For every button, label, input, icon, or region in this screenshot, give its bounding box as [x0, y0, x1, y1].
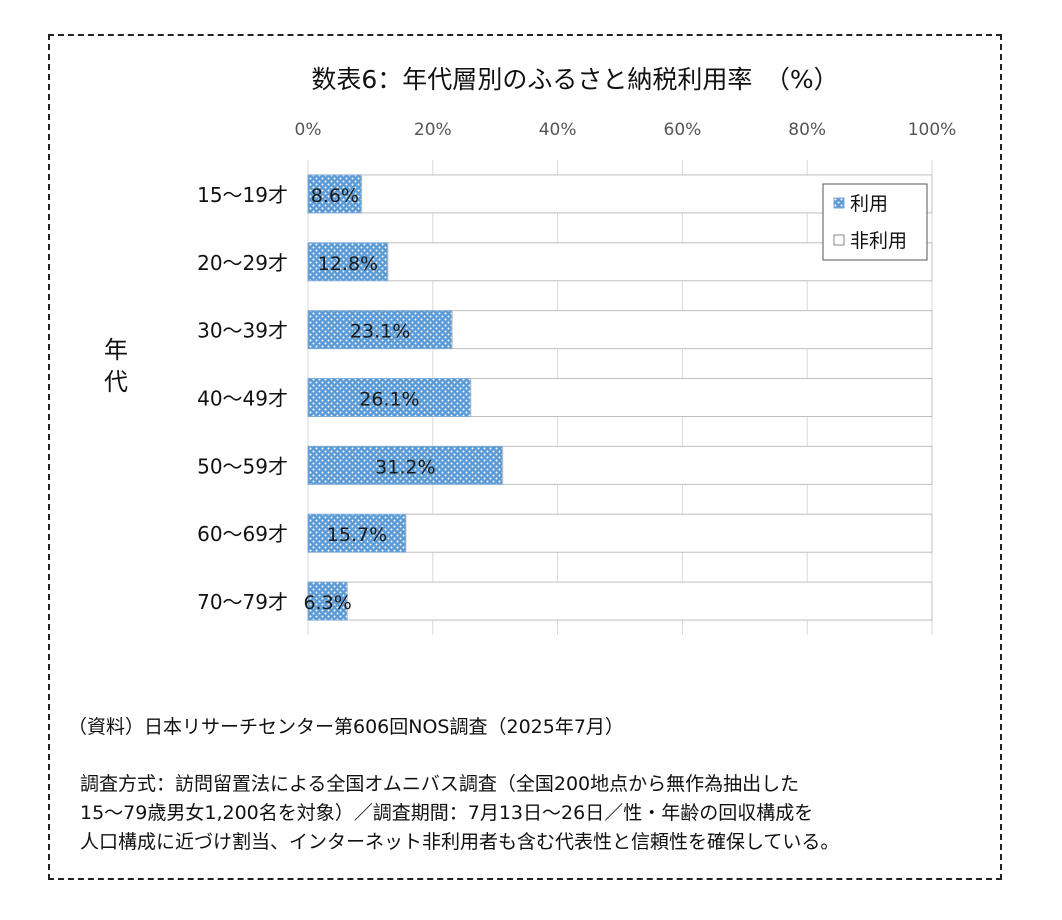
category-label: 30～39才: [197, 319, 288, 343]
category-label: 70～79才: [197, 590, 288, 614]
data-label: 12.8%: [318, 253, 378, 275]
legend-swatch-use: [833, 197, 845, 209]
chart: 数表6：年代層別のふるさと納税利用率 （%） 年代 0% 20% 40% 60% 80%…: [104, 65, 957, 635]
data-label: 6.3%: [304, 592, 352, 614]
category-label: 60～69才: [197, 522, 288, 546]
legend-box: [822, 183, 928, 261]
legend-swatch-nonuse: [833, 234, 845, 246]
y-axis-title: 年代: [104, 336, 128, 396]
bar-use: [307, 310, 453, 350]
legend-label-use: 利用: [850, 193, 888, 215]
bar-use: [307, 445, 504, 485]
category-label: 20～29才: [197, 251, 288, 275]
x-tick-label: 80%: [788, 120, 826, 140]
method-note-line: 15～79歳男女1,200名を対象）／調査期間：7月13日～26日／性・年齢の回…: [80, 802, 814, 824]
data-label: 15.7%: [327, 524, 387, 546]
method-note-line: 人口構成に近づけ割当、インターネット非利用者も含む代表性と信頼性を確保している。: [80, 831, 840, 853]
source-note: （資料）日本リサーチセンター第606回NOS調査（2025年7月）: [68, 716, 624, 738]
method-note-line: 調査方式：訪問留置法による全国オムニバス調査（全国200地点から無作為抽出した: [80, 773, 800, 795]
x-tick-label: 20%: [414, 120, 452, 140]
data-label: 23.1%: [350, 321, 410, 343]
chart-title: 数表6：年代層別のふるさと納税利用率 （%）: [311, 65, 838, 94]
bar-use: [307, 378, 472, 417]
data-label: 26.1%: [359, 389, 419, 411]
bar-use: [307, 581, 348, 621]
bar-use: [307, 513, 407, 553]
bar-nonuse: [405, 513, 933, 553]
data-label: 31.2%: [375, 456, 435, 478]
method-note: 調査方式：訪問留置法による全国オムニバス調査（全国200地点から無作為抽出した …: [80, 770, 839, 857]
x-tick-label: 60%: [664, 120, 702, 140]
data-label: 8.6%: [311, 185, 359, 207]
x-tick-label: 40%: [539, 120, 577, 140]
figure-frame: [48, 34, 1002, 880]
bar-nonuse: [346, 581, 933, 621]
category-label: 40～49才: [197, 387, 288, 411]
y-axis-title-char: 年: [104, 336, 128, 364]
bar-nonuse: [470, 378, 933, 417]
category-label: 15～19才: [197, 183, 288, 207]
x-tick-label: 0%: [295, 120, 322, 140]
y-axis-title-char: 代: [104, 368, 128, 396]
category-label: 50～59才: [197, 454, 288, 478]
bar-use: [307, 242, 389, 282]
bar-use: [307, 174, 363, 214]
legend-label-nonuse: 非利用: [850, 230, 907, 252]
bar-nonuse: [502, 445, 933, 485]
bar-nonuse: [451, 310, 933, 350]
x-tick-label: 100%: [908, 120, 957, 140]
